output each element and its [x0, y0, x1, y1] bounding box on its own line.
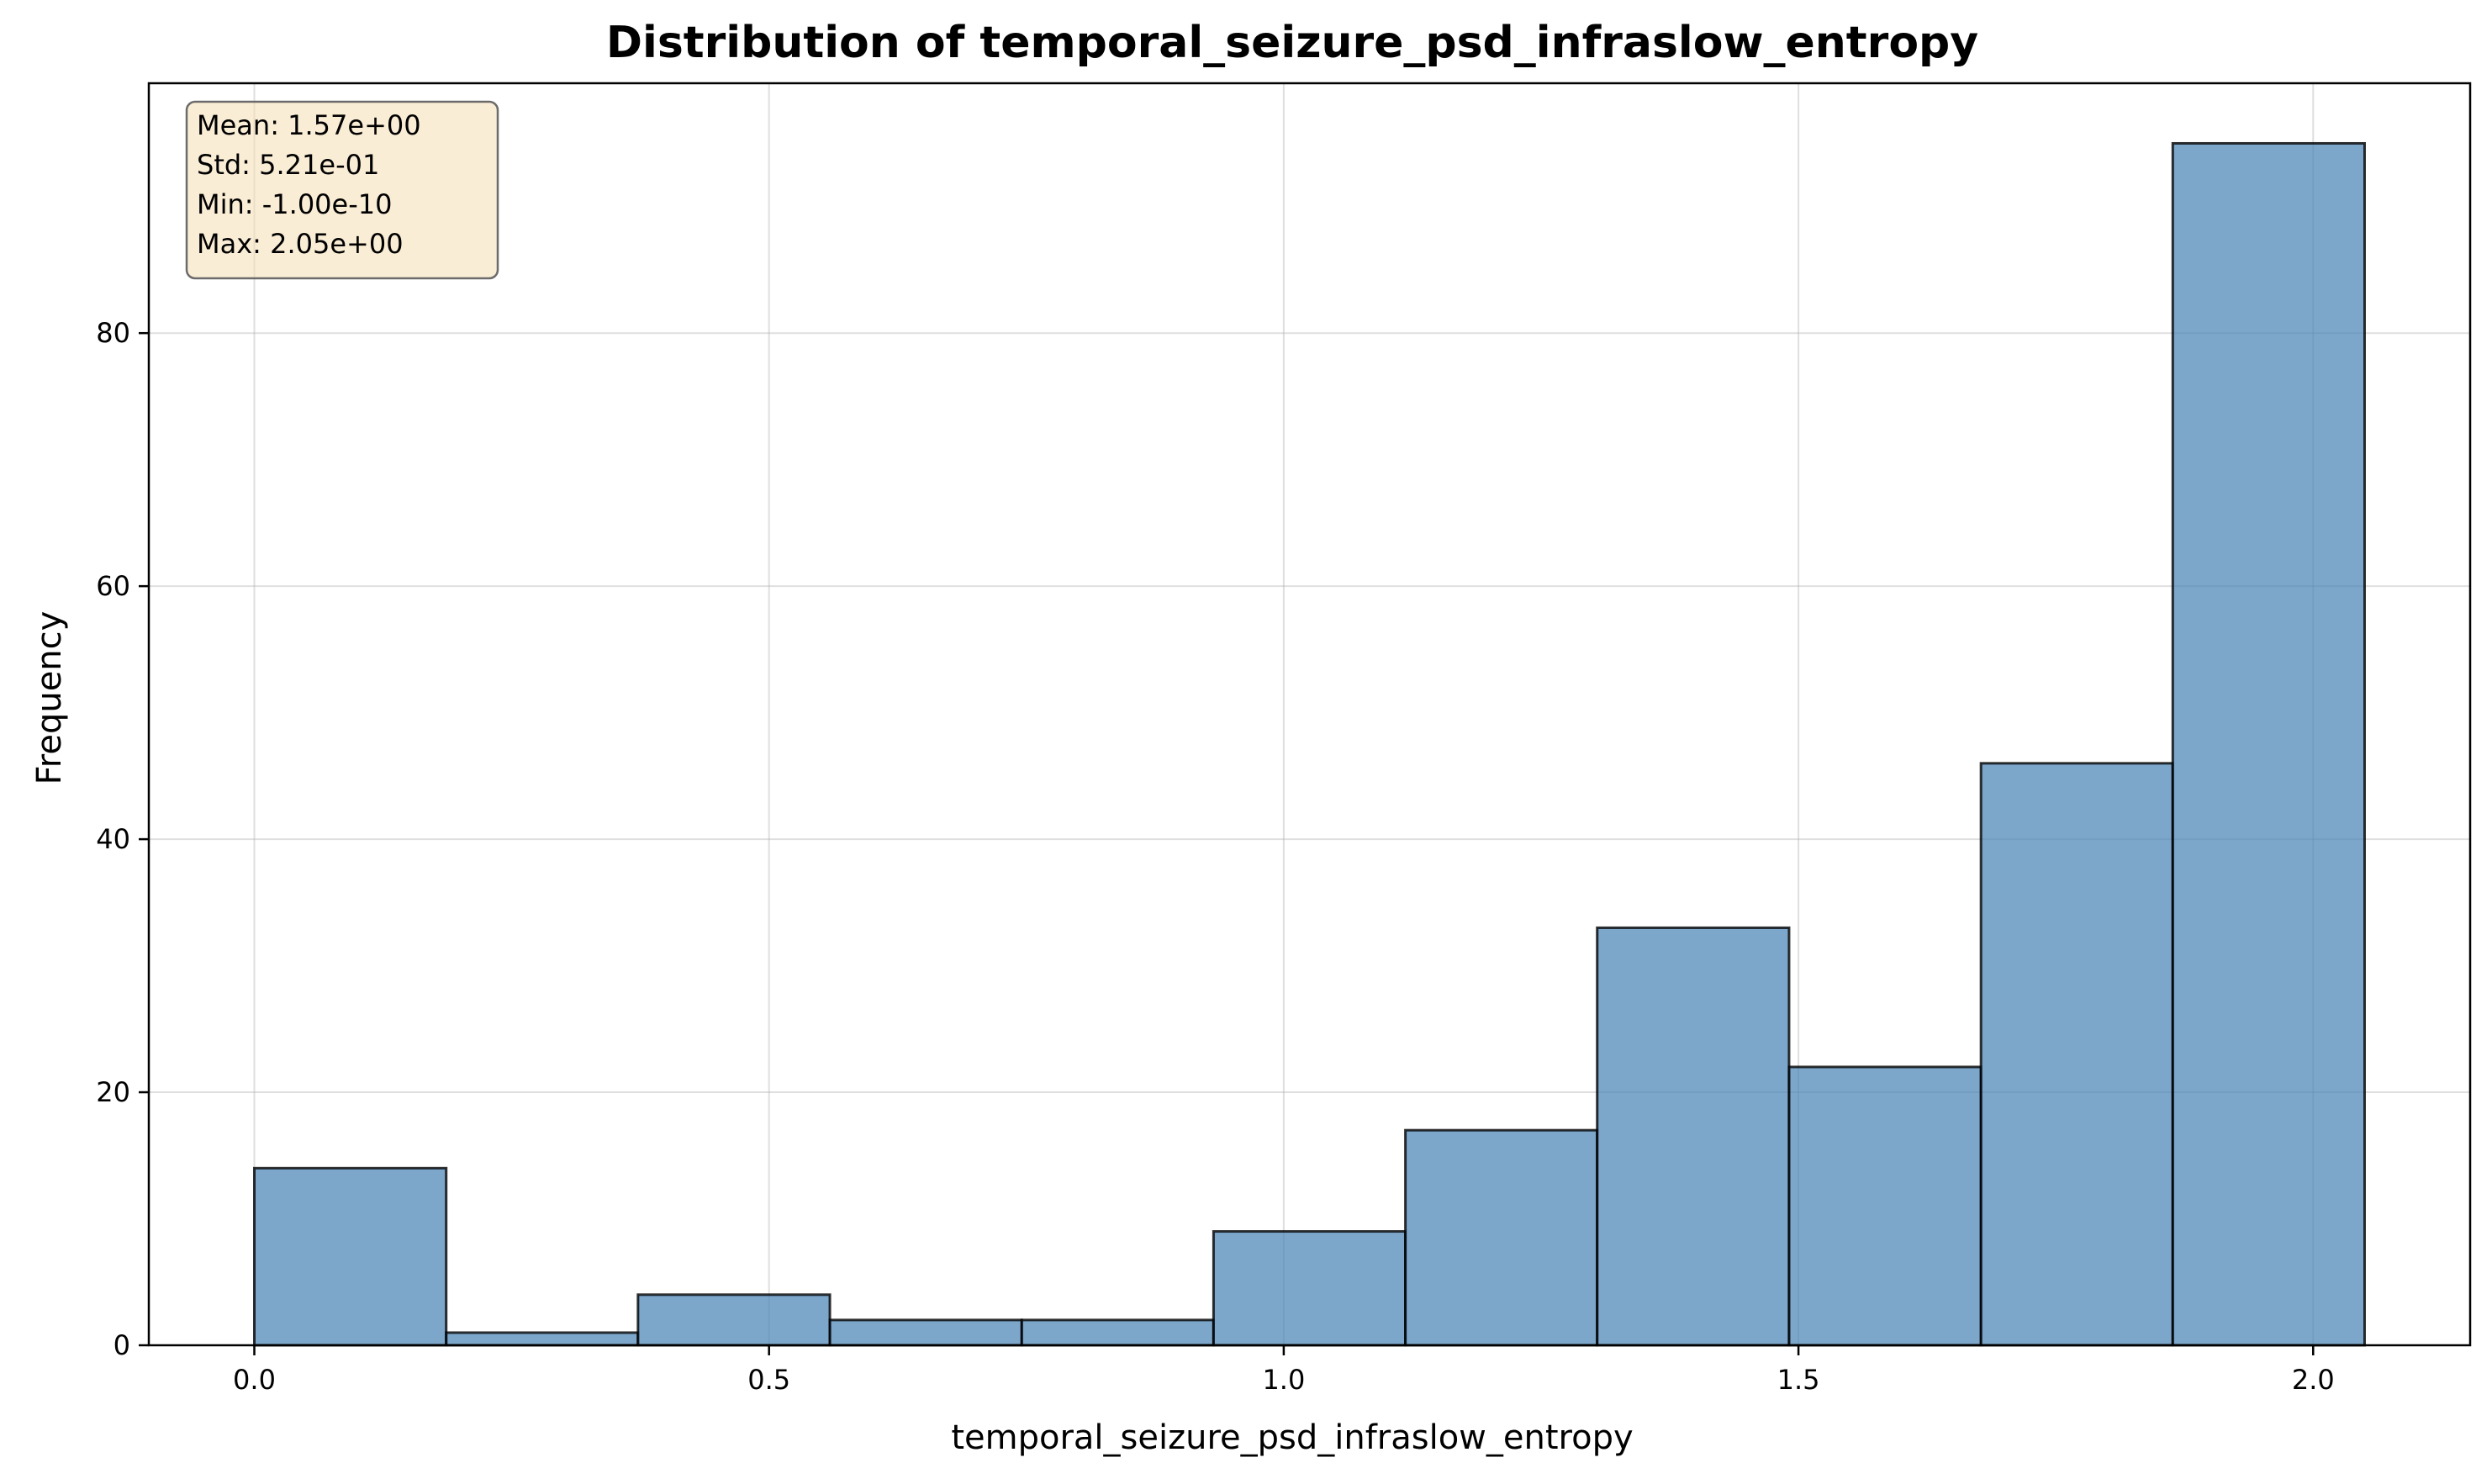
- histogram-bar: [445, 1331, 640, 1347]
- histogram-bars: [253, 141, 2367, 1347]
- histogram-bar: [2171, 141, 2367, 1347]
- stats-std: Std: 5.21e-01: [197, 149, 379, 181]
- histogram-bar: [1596, 926, 1791, 1347]
- y-tick-label: 20: [96, 1076, 130, 1108]
- stats-max: Max: 2.05e+00: [197, 228, 404, 260]
- histogram-bar: [828, 1318, 1023, 1347]
- y-tick-label: 0: [114, 1329, 130, 1361]
- chart-title: Distribution of temporal_seizure_psd_inf…: [606, 18, 1978, 68]
- histogram-bar: [1212, 1230, 1407, 1347]
- y-tick-label: 60: [96, 570, 130, 602]
- y-axis-label: Frequency: [30, 611, 69, 785]
- histogram-bar: [636, 1293, 832, 1347]
- histogram-bar: [1979, 762, 2174, 1347]
- histogram-bar: [1404, 1128, 1599, 1347]
- histogram-bar: [1020, 1318, 1215, 1347]
- stats-mean: Mean: 1.57e+00: [197, 109, 421, 141]
- stats-box-background: [185, 100, 499, 280]
- histogram-bar: [1787, 1065, 1983, 1347]
- x-tick-label: 0.5: [747, 1364, 790, 1396]
- y-tick-label: 80: [96, 317, 130, 349]
- stats-box: Mean: 1.57e+00 Std: 5.21e-01 Min: -1.00e…: [185, 100, 499, 280]
- stats-min: Min: -1.00e-10: [197, 188, 392, 220]
- x-tick-label: 0.0: [233, 1364, 276, 1396]
- axis-ticks: 0.0 0.5 1.0 1.5 2.0 0 20 40 60 80: [96, 317, 2334, 1396]
- x-tick-label: 1.0: [1262, 1364, 1305, 1396]
- x-axis-label: temporal_seizure_psd_infraslow_entropy: [951, 1418, 1633, 1457]
- x-tick-label: 2.0: [2292, 1364, 2335, 1396]
- y-tick-label: 40: [96, 823, 130, 855]
- plot-frame: [147, 82, 2472, 1347]
- x-tick-label: 1.5: [1777, 1364, 1820, 1396]
- histogram-bar: [253, 1166, 448, 1347]
